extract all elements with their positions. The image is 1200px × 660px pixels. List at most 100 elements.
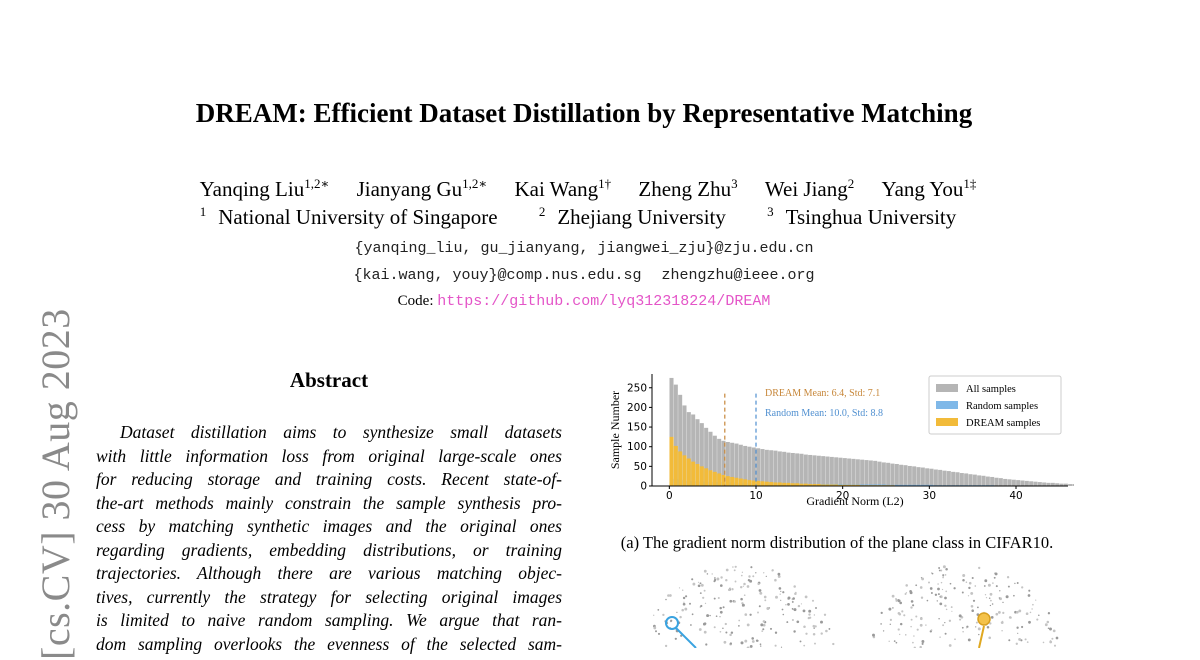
scatter-point [685, 595, 687, 597]
scatter-point [921, 640, 924, 643]
scatter-point [978, 567, 980, 569]
abstract-line: dom sampling overlooks the evenness of t… [96, 633, 562, 657]
scatter-point [903, 614, 905, 616]
figure-caption: (a) The gradient norm distribution of th… [596, 533, 1078, 553]
scatter-point [692, 613, 694, 615]
scatter-point [1031, 608, 1032, 609]
scatter-point [813, 633, 816, 636]
scatter-point [1026, 612, 1029, 615]
legend-label: All samples [966, 384, 1016, 395]
scatter-point [935, 594, 937, 596]
scatter-point [706, 614, 709, 617]
scatter-point [931, 592, 933, 594]
scatter-point [895, 600, 897, 602]
histogram-bar [786, 453, 790, 486]
histogram-bar [994, 478, 998, 486]
scatter-point [750, 645, 753, 648]
histogram-bar [912, 466, 916, 486]
histogram-bar [877, 462, 881, 486]
author: Yang You1‡ [882, 177, 977, 201]
histogram-bar [851, 459, 855, 486]
scatter-point [996, 585, 998, 587]
histogram-bar [977, 475, 981, 486]
scatter-point [803, 626, 806, 629]
scatter-point [725, 623, 727, 625]
histogram-bar [1003, 479, 1007, 486]
scatter-point [740, 598, 743, 601]
y-tick-label: 100 [627, 441, 647, 453]
scatter-point [937, 583, 939, 585]
scatter-point [953, 587, 955, 589]
scatter-point [978, 634, 979, 635]
scatter-point [888, 608, 891, 611]
scatter-point [905, 634, 906, 635]
scatter-point [775, 645, 777, 647]
legend-label: Random samples [966, 401, 1038, 412]
histogram-bar [1038, 482, 1042, 486]
scatter-point [798, 605, 800, 607]
scatter-point [920, 617, 923, 620]
scatter-point [704, 570, 707, 573]
scatter-point [793, 585, 796, 588]
scatter-point [657, 609, 659, 611]
scatter-point [899, 634, 900, 635]
scatter-point [974, 585, 976, 587]
scatter-point [992, 603, 994, 605]
scatter-point [735, 581, 737, 583]
author-list: Yanqing Liu1,2∗ Jianyang Gu1,2∗ Kai Wang… [0, 176, 1176, 202]
scatter-point [920, 624, 923, 627]
histogram-bar [713, 472, 717, 486]
histogram-bar [947, 471, 951, 486]
scatter-point [701, 584, 704, 587]
scatter-point [760, 645, 761, 646]
histogram-bar [1025, 481, 1029, 486]
scatter-point [725, 631, 727, 633]
abstract-heading: Abstract [96, 368, 562, 393]
scatter-point [795, 592, 797, 594]
scatter-point [749, 580, 752, 583]
scatter-point [1021, 586, 1023, 588]
scatter-point [928, 582, 930, 584]
scatter-point [943, 565, 946, 568]
scatter-point [881, 612, 883, 614]
scatter-point [962, 574, 965, 577]
scatter-point [939, 570, 941, 572]
abstract-line: for reducing storage and training costs.… [96, 468, 562, 492]
scatter-point [932, 573, 934, 575]
histogram-bar [708, 470, 712, 486]
histogram-bar [752, 447, 756, 486]
scatter-point [821, 632, 823, 634]
scatter-point [735, 566, 737, 568]
scatter-point [814, 643, 816, 645]
scatter-point [942, 574, 944, 576]
histogram-bar [1012, 480, 1016, 486]
scatter-point [742, 572, 743, 573]
scatter-point [966, 581, 968, 583]
scatter-point [945, 568, 948, 571]
abstract-line: Dataset distillation aims to synthesize … [96, 421, 562, 445]
scatter-point [731, 588, 733, 590]
code-url-link[interactable]: https://github.com/lyq312318224/DREAM [437, 293, 770, 310]
scatter-point [682, 589, 683, 590]
scatter-point [915, 584, 917, 586]
scatter-point [994, 572, 996, 574]
histogram-bar [955, 472, 959, 486]
arxiv-stamp-margin: [cs.CV] 30 Aug 2023 [18, 300, 78, 648]
scatter-point [942, 577, 944, 579]
scatter-point [971, 609, 974, 612]
y-tick-label: 50 [634, 461, 647, 473]
scatter-point [938, 567, 940, 569]
scatter-point [815, 607, 817, 609]
scatter-point [911, 600, 914, 603]
histogram-bar [895, 464, 899, 486]
scatter-point [938, 618, 939, 619]
x-axis-label: Gradient Norm (L2) [806, 494, 903, 508]
scatter-point [755, 572, 756, 573]
histogram-bar [1068, 484, 1072, 486]
scatter-point [748, 575, 750, 577]
histogram-bar [938, 470, 942, 486]
scatter-point [741, 641, 744, 644]
scatter-point [890, 624, 891, 625]
y-tick-label: 0 [640, 481, 647, 493]
